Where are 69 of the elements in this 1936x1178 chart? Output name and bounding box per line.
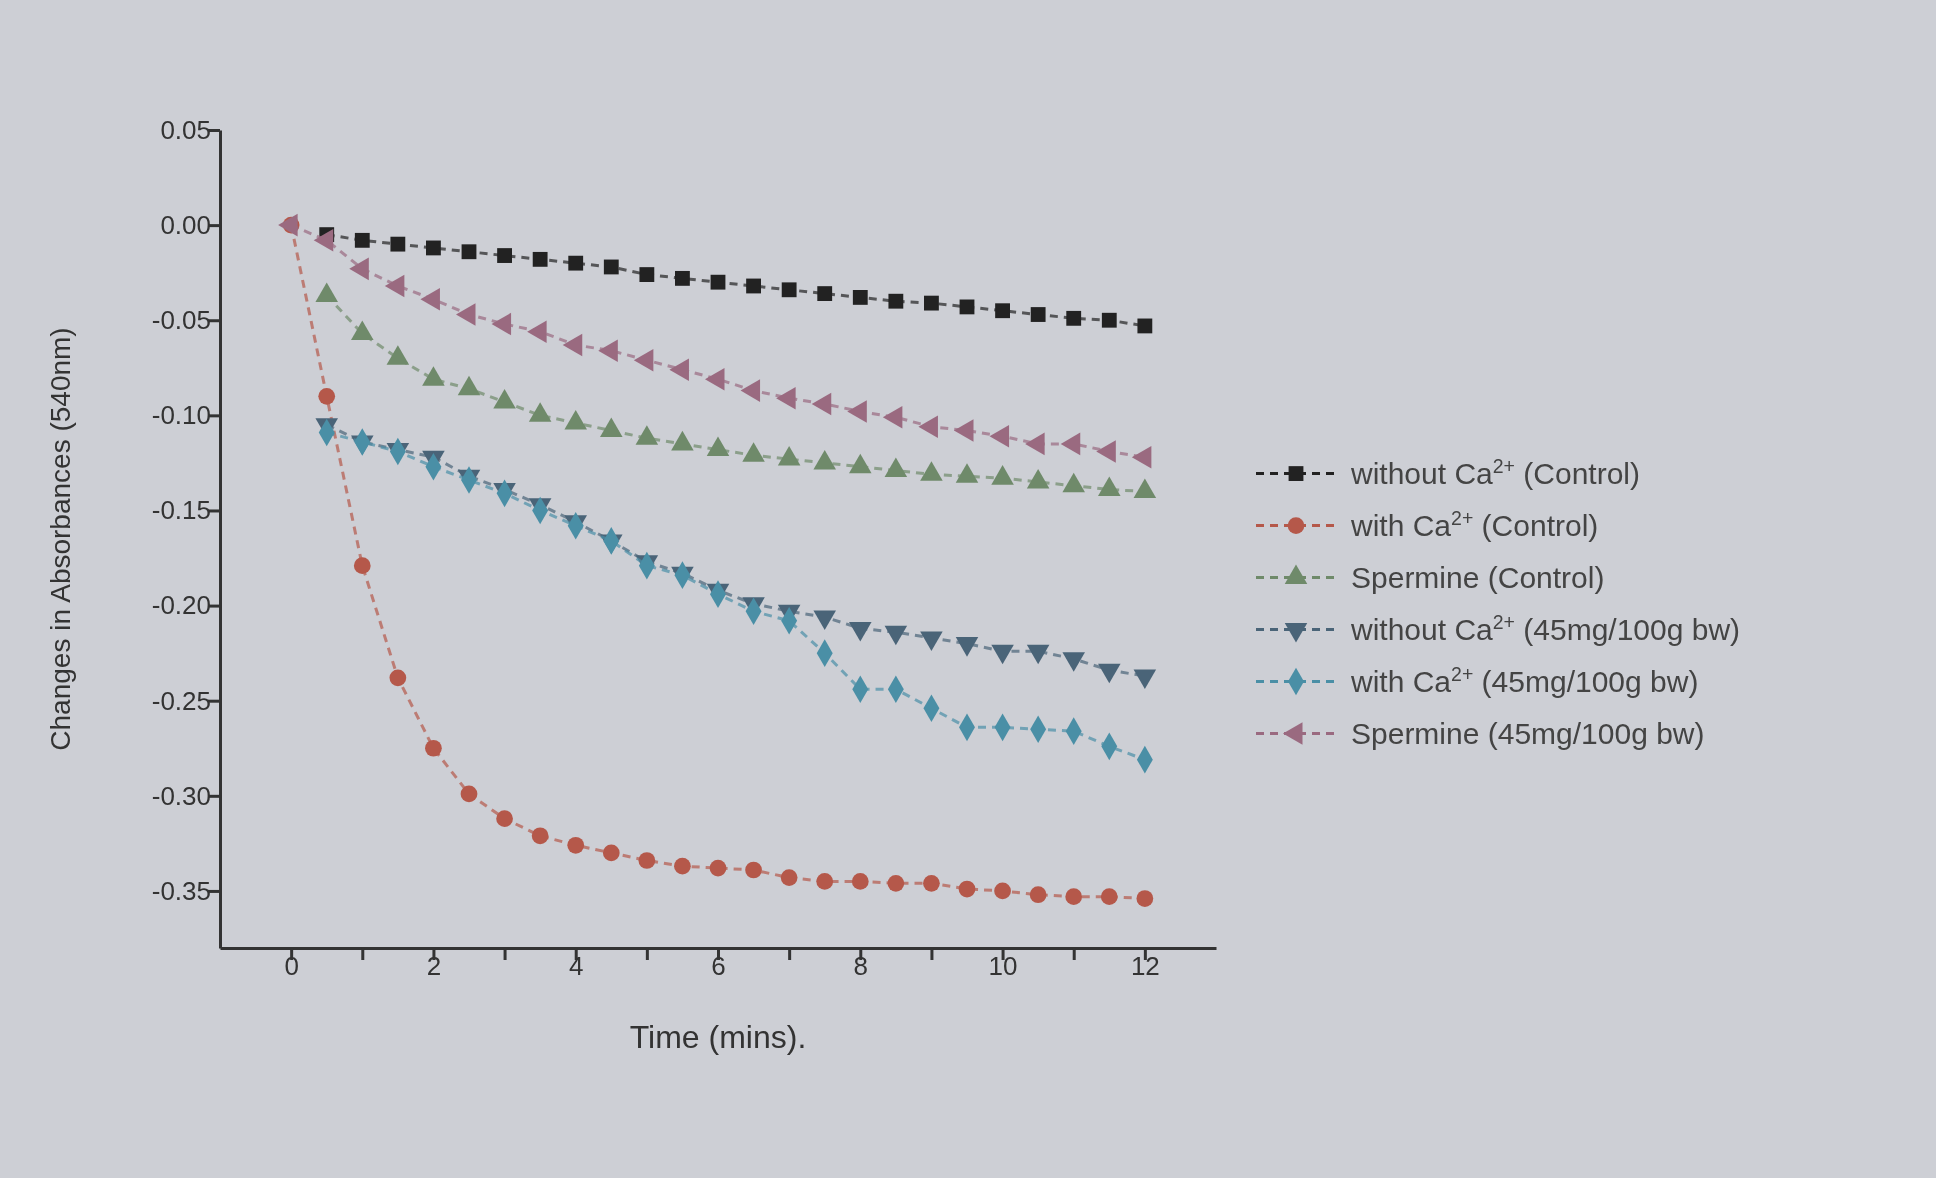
point [781, 282, 797, 298]
point [496, 810, 513, 827]
point [1065, 888, 1083, 905]
point [1137, 318, 1153, 334]
point [1030, 307, 1046, 322]
y-tick-label: 0.00 [160, 209, 211, 240]
x-tick-label: 0 [284, 951, 299, 982]
point [817, 286, 833, 302]
y-axis-title: Changes in Absorbances (540nm) [45, 327, 76, 751]
legend-label: without Ca$^{2+}$ (Control) [1350, 454, 1641, 490]
point [1029, 886, 1047, 904]
legend-label: with Ca$^{2+}$ (Control) [1350, 506, 1599, 542]
y-tick-label: -0.05 [151, 305, 211, 336]
point [602, 844, 620, 862]
x-tick-label: 2 [426, 951, 442, 982]
point [568, 255, 584, 271]
point [851, 873, 869, 890]
point [745, 861, 762, 879]
point [638, 852, 656, 869]
point [390, 236, 406, 252]
point [1101, 312, 1117, 328]
point [532, 251, 548, 267]
x-tick-label: 4 [568, 951, 584, 982]
point [675, 270, 690, 286]
point [1136, 890, 1154, 907]
x-tick-label: 10 [988, 951, 1018, 982]
legend-label: without Ca$^{2+}$ (45mg/100g bw) [1350, 610, 1741, 646]
point [780, 869, 798, 886]
point [995, 303, 1010, 319]
legend-label: with Ca$^{2+}$ (45mg/100g bw) [1350, 662, 1699, 698]
x-axis-title: Time (mins). [629, 1019, 807, 1055]
point [958, 880, 976, 898]
y-tick-label: -0.30 [151, 780, 211, 811]
point [318, 387, 336, 405]
point [531, 827, 549, 845]
point [354, 232, 370, 248]
point [710, 274, 726, 290]
point [603, 259, 619, 275]
point [852, 289, 868, 305]
x-tick-label: 12 [1130, 951, 1160, 982]
point [460, 785, 478, 803]
y-tick-label: -0.10 [151, 400, 211, 431]
point [426, 240, 441, 256]
legend-label: Spermine (45mg/100g bw) [1351, 716, 1705, 750]
point [639, 267, 655, 282]
point [924, 295, 939, 311]
point [674, 857, 691, 875]
y-tick-label: -0.35 [151, 875, 211, 906]
point [567, 836, 585, 854]
legend-label: Spermine (Control) [1351, 560, 1605, 594]
point [746, 278, 761, 294]
y-tick-label: 0.05 [160, 114, 211, 145]
point [994, 882, 1011, 900]
point [1066, 310, 1082, 326]
x-tick-label: 8 [853, 951, 869, 982]
y-tick-label: -0.25 [151, 685, 211, 716]
point [923, 874, 940, 892]
point [425, 739, 442, 757]
point [497, 248, 512, 263]
point [461, 244, 477, 260]
point [353, 557, 371, 574]
point [709, 859, 727, 877]
y-tick-label: -0.20 [151, 590, 211, 621]
y-tick-label: -0.15 [151, 495, 211, 526]
point [816, 873, 834, 890]
point [887, 874, 905, 892]
point [1100, 888, 1118, 905]
point [389, 669, 407, 687]
point [888, 293, 904, 309]
